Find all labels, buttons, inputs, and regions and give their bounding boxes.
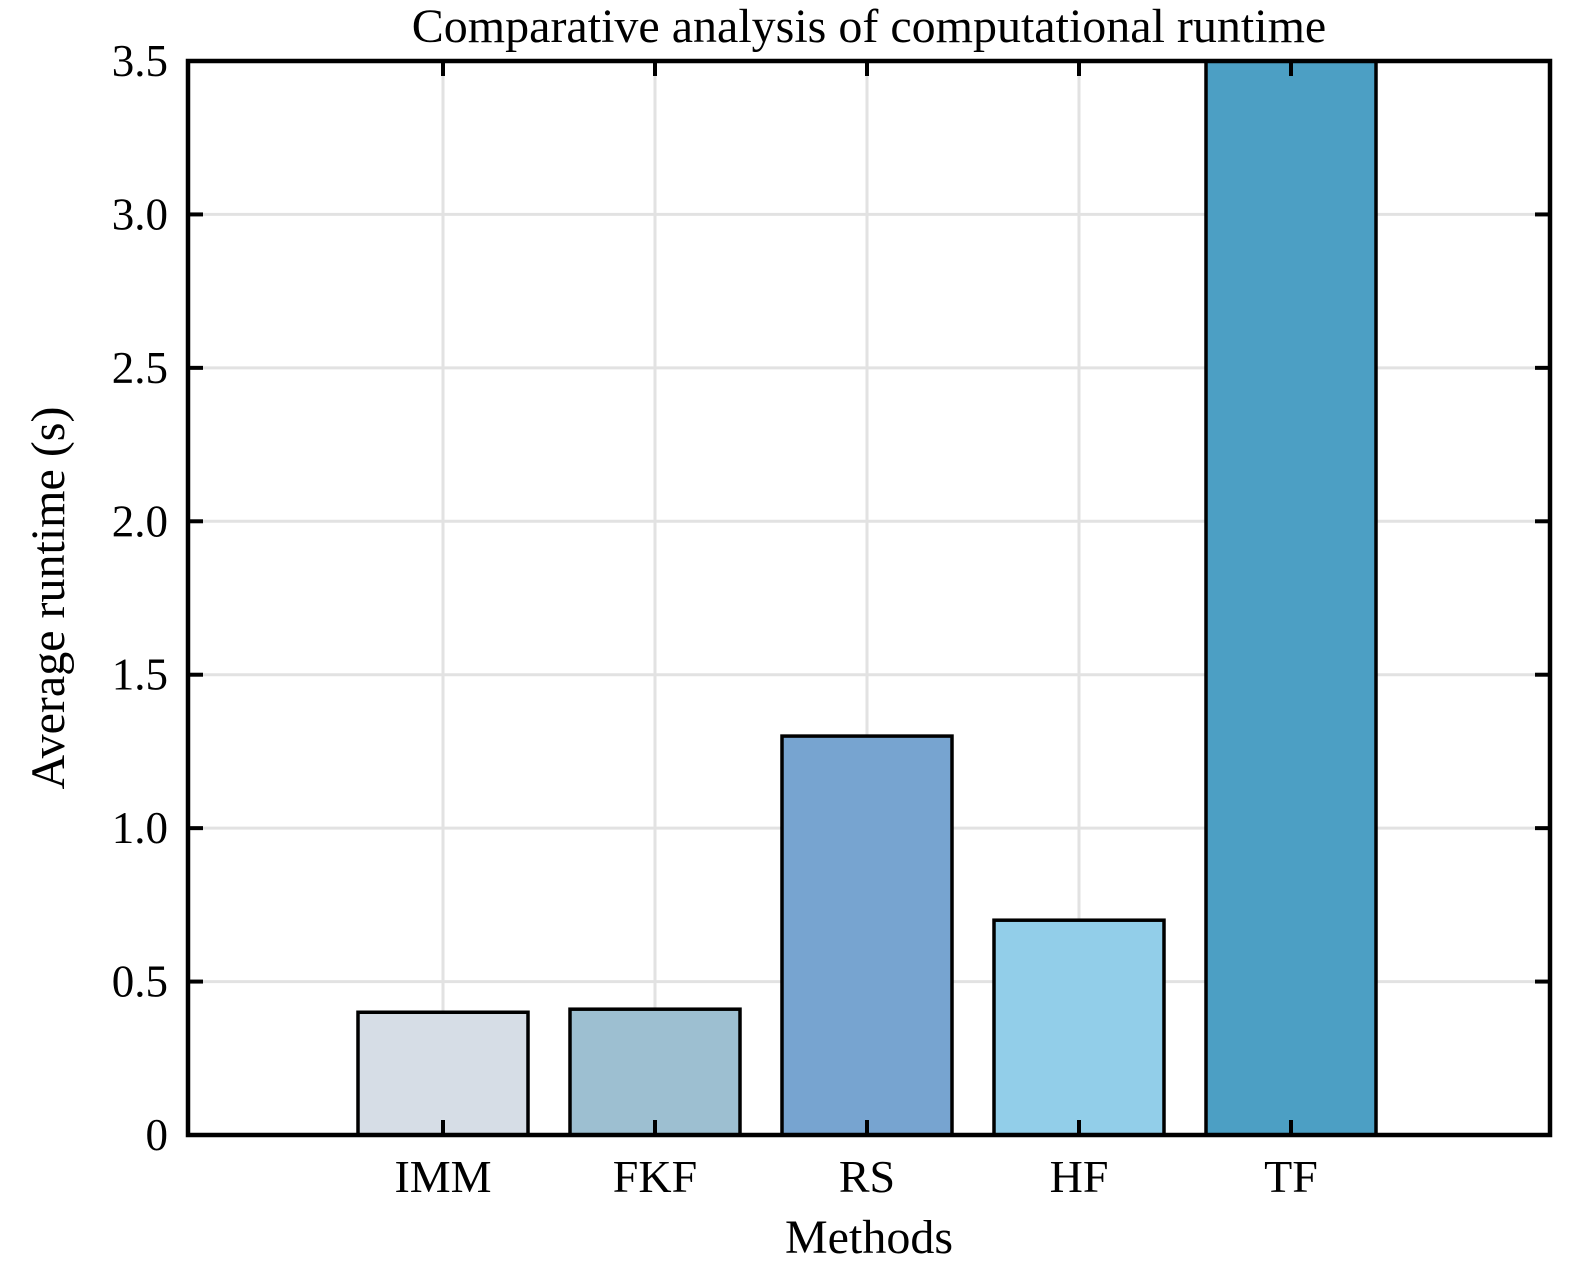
y-axis-label: Average runtime (s) <box>22 407 75 790</box>
bar-hf <box>992 918 1166 1137</box>
y-tick-label: 1.5 <box>112 650 168 700</box>
x-tick-labels: IMM FKF RS HF TF <box>394 1151 1317 1202</box>
y-tick-label: 0 <box>146 1110 169 1160</box>
bar-tf <box>1204 59 1378 1137</box>
y-tick-label: 2.5 <box>112 343 168 393</box>
bars <box>356 59 1378 1137</box>
x-tick-label: HF <box>1050 1151 1109 1202</box>
x-tick-label: RS <box>839 1151 895 1202</box>
x-axis-label: Methods <box>785 1211 953 1264</box>
bar-rs <box>780 734 954 1137</box>
x-tick-label: IMM <box>394 1151 491 1202</box>
chart-title: Comparative analysis of computational ru… <box>412 0 1326 53</box>
y-tick-labels: 0 0.5 1.0 1.5 2.0 2.5 3.0 3.5 <box>112 36 168 1160</box>
bar-imm <box>356 1010 530 1137</box>
bar-fkf <box>568 1007 742 1137</box>
y-tick-label: 1.0 <box>112 803 168 853</box>
y-tick-label: 3.5 <box>112 36 168 86</box>
y-tick-label: 3.0 <box>112 189 168 239</box>
y-tick-label: 2.0 <box>112 496 168 546</box>
x-tick-label: TF <box>1264 1151 1318 1202</box>
y-tick-label: 0.5 <box>112 957 168 1007</box>
x-tick-label: FKF <box>613 1151 697 1202</box>
axis-ticks <box>188 59 1550 1137</box>
